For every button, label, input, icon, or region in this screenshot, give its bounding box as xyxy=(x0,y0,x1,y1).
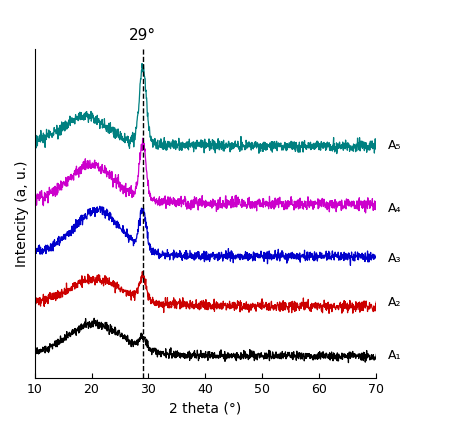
Text: A₅: A₅ xyxy=(388,138,401,151)
Text: A₁: A₁ xyxy=(388,348,401,361)
Text: A₄: A₄ xyxy=(388,202,401,215)
Text: 29°: 29° xyxy=(129,28,156,43)
Y-axis label: Intencity (a, u.): Intencity (a, u.) xyxy=(15,160,29,267)
Text: A₃: A₃ xyxy=(388,252,401,265)
Text: A₂: A₂ xyxy=(388,295,401,308)
X-axis label: 2 theta (°): 2 theta (°) xyxy=(169,401,242,415)
